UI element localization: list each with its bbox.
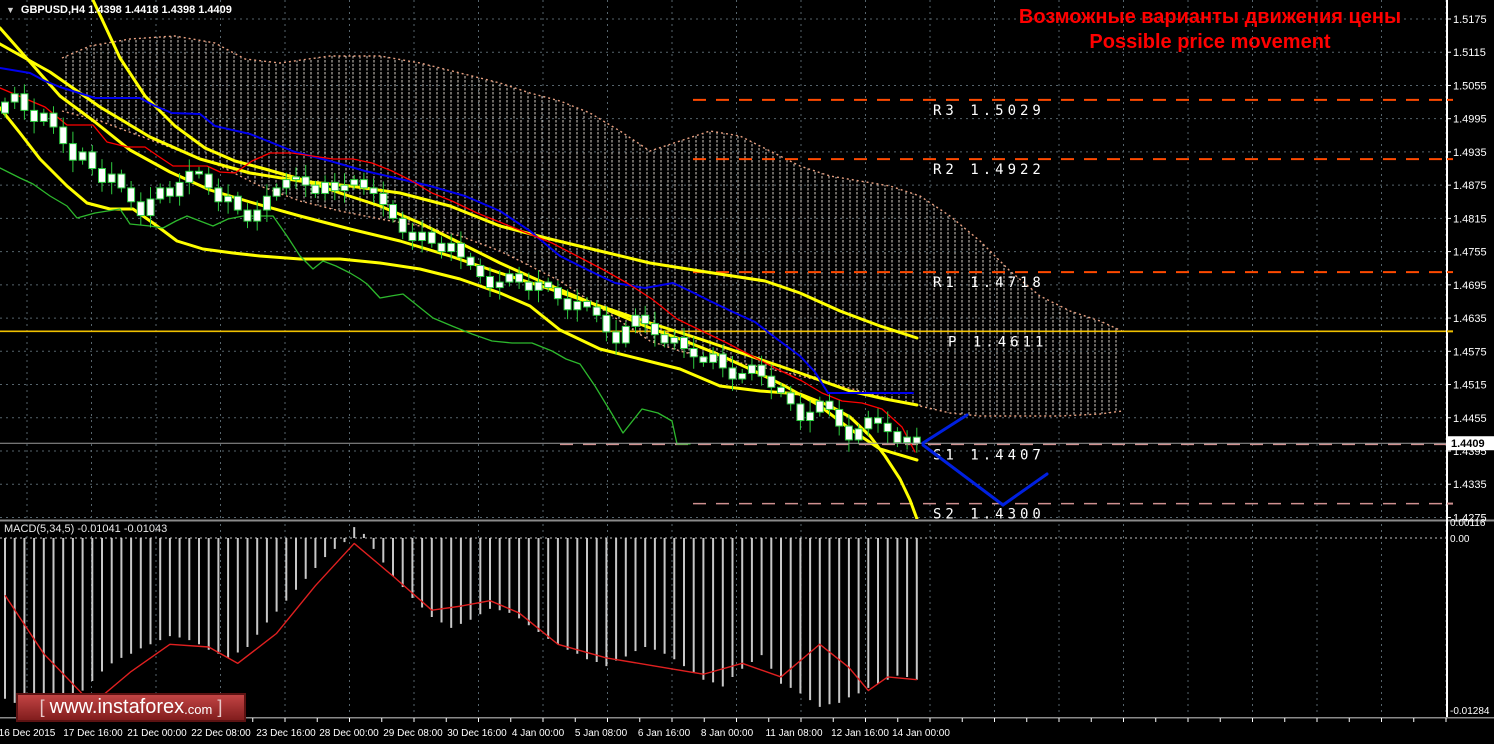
svg-text:17 Dec 16:00: 17 Dec 16:00 <box>63 728 123 739</box>
svg-text:R1 1.4718: R1 1.4718 <box>933 275 1045 291</box>
price-axis[interactable]: 1.5175 1.5115 1.5055 1.4995 1.4935 1.4875 1.48… <box>1447 14 1494 717</box>
symbol-dropdown-icon[interactable]: ▼ <box>6 5 15 15</box>
svg-text:1.4755: 1.4755 <box>1453 247 1487 259</box>
macd-panel <box>0 527 1446 713</box>
current-price-tag: 1.4409 <box>1451 438 1485 450</box>
svg-text:1.4515: 1.4515 <box>1453 380 1487 392</box>
annotation-line-en: Possible price movement <box>1089 31 1331 53</box>
ma-yellow-fast <box>91 0 919 462</box>
pivot-support-resistance-lines: R3 1.5029 R2 1.4922 R1 1.4718 P 1.4611 S1 1.… <box>0 98 1446 523</box>
svg-text:11 Jan 08:00: 11 Jan 08:00 <box>765 728 823 739</box>
svg-text:1.4635: 1.4635 <box>1453 313 1487 325</box>
svg-text:R2 1.4922: R2 1.4922 <box>933 162 1045 178</box>
svg-text:0.00116: 0.00116 <box>1450 518 1486 529</box>
svg-text:-0.01284: -0.01284 <box>1450 706 1490 717</box>
svg-text:1.4455: 1.4455 <box>1453 413 1487 425</box>
svg-text:5 Jan 08:00: 5 Jan 08:00 <box>575 728 628 739</box>
svg-text:1.4695: 1.4695 <box>1453 280 1487 292</box>
panel-separators[interactable] <box>0 0 1494 719</box>
logo-domain-suffix: .com <box>184 701 213 717</box>
svg-text:1.4335: 1.4335 <box>1453 479 1487 491</box>
svg-text:1.4935: 1.4935 <box>1453 147 1487 159</box>
svg-text:1.4575: 1.4575 <box>1453 346 1487 358</box>
svg-text:1.5055: 1.5055 <box>1453 80 1487 92</box>
svg-text:0.00: 0.00 <box>1450 534 1470 545</box>
svg-text:12 Jan 16:00: 12 Jan 16:00 <box>831 728 889 739</box>
macd-indicator-label: MACD(5,34,5) -0.01041 -0.01043 <box>4 523 168 535</box>
svg-text:1.4875: 1.4875 <box>1453 180 1487 192</box>
annotation-line-ru: Возможные варианты движения цены <box>1018 6 1402 28</box>
scenario-rebound <box>1001 472 1049 507</box>
svg-text:6 Jan 16:00: 6 Jan 16:00 <box>638 728 691 739</box>
svg-text:28 Dec 00:00: 28 Dec 00:00 <box>319 728 379 739</box>
tenkan-red <box>0 87 916 453</box>
forecast-annotation: Возможные варианты движения цены Possibl… <box>996 5 1424 55</box>
kijun-blue <box>0 67 914 394</box>
svg-text:S2 1.4300: S2 1.4300 <box>933 507 1045 523</box>
logo-bracket-right: ] <box>217 697 223 717</box>
svg-text:1.4815: 1.4815 <box>1453 213 1487 225</box>
svg-text:14 Jan 00:00: 14 Jan 00:00 <box>892 728 950 739</box>
ma-yellow-mid <box>0 26 919 407</box>
ma-yellow-upper <box>0 42 919 340</box>
svg-text:4 Jan 00:00: 4 Jan 00:00 <box>512 728 565 739</box>
scenario-up <box>921 413 969 445</box>
svg-text:1.4995: 1.4995 <box>1453 114 1487 126</box>
svg-text:1.5175: 1.5175 <box>1453 14 1487 26</box>
forecast-arrows <box>921 413 1049 507</box>
logo-bracket-left: [ <box>39 697 45 717</box>
svg-text:R3 1.5029: R3 1.5029 <box>933 103 1045 119</box>
ichimoku-cloud <box>61 35 1123 417</box>
svg-text:P 1.4611: P 1.4611 <box>948 334 1047 350</box>
scenario-down <box>921 443 1005 507</box>
logo-text: www.instaforex <box>49 696 185 718</box>
candlesticks <box>1 84 921 453</box>
svg-text:16 Dec 2015: 16 Dec 2015 <box>0 728 56 739</box>
svg-text:1.4275: 1.4275 <box>1453 512 1487 524</box>
svg-text:S1 1.4407: S1 1.4407 <box>933 447 1045 463</box>
chikou-green <box>0 167 691 445</box>
instaforex-logo: [ www.instaforex .com ] <box>16 693 246 722</box>
chart-title-text: GBPUSD,H4 1.4398 1.4418 1.4398 1.4409 <box>20 4 232 16</box>
svg-text:8 Jan 00:00: 8 Jan 00:00 <box>701 728 754 739</box>
chart-title-bar: ▼ GBPUSD,H4 1.4398 1.4418 1.4398 1.4409 <box>6 4 232 16</box>
svg-text:30 Dec 16:00: 30 Dec 16:00 <box>447 728 507 739</box>
svg-text:1.5115: 1.5115 <box>1453 47 1486 59</box>
svg-text:23 Dec 16:00: 23 Dec 16:00 <box>256 728 316 739</box>
svg-text:22 Dec 08:00: 22 Dec 08:00 <box>191 728 251 739</box>
svg-text:21 Dec 00:00: 21 Dec 00:00 <box>127 728 187 739</box>
svg-text:29 Dec 08:00: 29 Dec 08:00 <box>383 728 443 739</box>
time-axis[interactable]: 16 Dec 2015 17 Dec 16:00 21 Dec 00:00 22 De… <box>0 718 1447 739</box>
indicator-ma-lines <box>0 0 919 519</box>
